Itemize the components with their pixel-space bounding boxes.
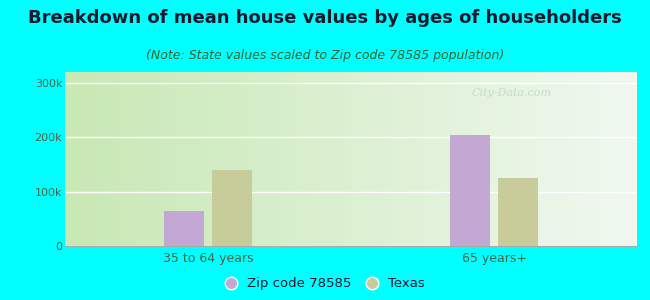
Text: (Note: State values scaled to Zip code 78585 population): (Note: State values scaled to Zip code 7… (146, 50, 504, 62)
Bar (164, 211, 204, 246)
Bar (211, 170, 252, 246)
Bar (498, 178, 538, 246)
Text: City-Data.com: City-Data.com (471, 88, 551, 98)
Bar (450, 134, 491, 246)
Text: Breakdown of mean house values by ages of householders: Breakdown of mean house values by ages o… (28, 9, 622, 27)
Legend: Zip code 78585, Texas: Zip code 78585, Texas (226, 278, 424, 290)
